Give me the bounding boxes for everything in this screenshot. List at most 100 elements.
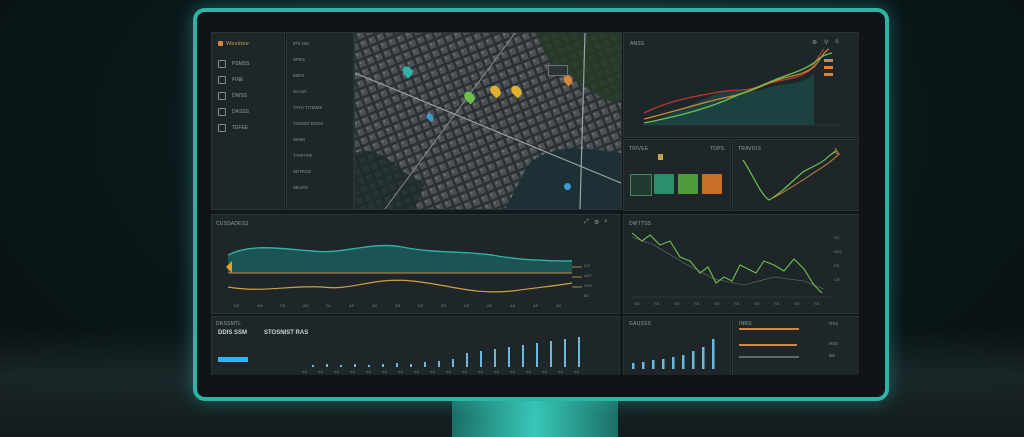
bar — [340, 365, 342, 367]
sidebar-item-1[interactable]: FINE — [218, 76, 243, 84]
bar — [564, 339, 566, 367]
sidebar-item-label: TEFEE — [232, 125, 249, 131]
list-item[interactable]: SPES — [293, 57, 306, 62]
menu-icon[interactable]: ≡ — [835, 39, 839, 45]
jagged-line-chart — [631, 232, 832, 298]
x-tick-label: SS — [814, 301, 820, 306]
filter-icon[interactable]: ⚲ — [824, 40, 829, 46]
y-tick-label: 2/S — [584, 263, 591, 268]
zoom-icon[interactable]: ⊕ — [812, 40, 818, 46]
list-item[interactable]: IPS NIS — [293, 41, 310, 46]
map-label-box — [548, 65, 568, 76]
bar — [312, 365, 314, 367]
right-chart-title: DWTTSS — [629, 221, 652, 227]
mini-line-title: TRAVIOS — [738, 146, 761, 152]
bar — [480, 351, 482, 367]
list-item[interactable]: SAAIN — [293, 89, 307, 94]
x-tick-label: AS — [382, 369, 388, 374]
list-item[interactable]: TTAFAFE — [293, 153, 313, 158]
bar — [662, 359, 665, 369]
gear-icon — [218, 108, 226, 116]
kpi-tile[interactable] — [654, 174, 674, 194]
bottom-right-panel: INRS RSS RSS BS — [732, 316, 859, 375]
sidebar-item-0[interactable]: PSMSS — [218, 60, 250, 68]
y-tick-label: CR — [834, 277, 840, 282]
kpi-tile[interactable] — [702, 174, 722, 194]
list-item[interactable]: SEAPS — [293, 185, 309, 190]
y-tick-label: SS — [834, 263, 840, 268]
truck-icon — [218, 76, 226, 84]
x-tick-label: AS — [395, 303, 401, 308]
headline-b: STOSNIST RAS — [264, 330, 309, 336]
x-tick-label: AS — [366, 369, 372, 374]
sidebar-item-label: PSMSS — [232, 61, 250, 67]
sidebar-item-3[interactable]: DASSS — [218, 108, 249, 116]
y-tick-label: ASS — [834, 249, 843, 254]
x-tick-label: SS — [674, 301, 680, 306]
x-tick-label: AS — [398, 369, 404, 374]
bar-chart — [312, 337, 580, 367]
list-panel: IPS NIS SPES MIRS SAAIN TATS TITMMS TOWER ERS… — [286, 32, 354, 210]
x-tick-label: AS — [487, 303, 493, 308]
list-item[interactable]: TOWER ERSS — [293, 121, 324, 126]
x-tick-label: AS — [510, 303, 516, 308]
value-label: RSS — [829, 341, 839, 346]
settings-icon[interactable]: ⚙ — [594, 220, 600, 226]
y-tick-label: ADF — [584, 273, 592, 278]
dashboard-icon — [218, 60, 226, 68]
kpi-right-label: TOPS — [710, 146, 725, 152]
x-tick-label: SS — [734, 301, 740, 306]
kpi-tile[interactable] — [678, 174, 698, 194]
x-tick-label: SO — [634, 301, 640, 306]
bar — [536, 343, 538, 367]
x-tick-label: AS — [318, 369, 324, 374]
city-map[interactable] — [354, 32, 622, 210]
logo-icon — [218, 41, 223, 46]
kpi-tile[interactable] — [630, 174, 652, 196]
bar — [494, 349, 496, 367]
action-button[interactable] — [218, 357, 248, 362]
top-right-chart: ANSS ⊕ ⚲ ≡ — [623, 32, 859, 138]
list-item[interactable]: TATS TITMMS — [293, 105, 323, 110]
x-tick-label: AS — [334, 369, 340, 374]
x-tick-label: AS — [464, 303, 470, 308]
x-tick-label: AS — [418, 303, 424, 308]
x-tick-label: AS — [526, 369, 532, 374]
progress-bar — [739, 328, 799, 330]
bar — [382, 364, 384, 367]
warning-icon — [658, 154, 663, 160]
x-tick-label: AS — [542, 369, 548, 374]
map-pin-icon[interactable] — [564, 183, 571, 190]
x-tick-label: AN — [303, 303, 309, 308]
bar — [712, 339, 715, 369]
bottom-bar-panel: DRSSMTL DDIS SSM STOSNIST RAS AS AS AS AS AS… — [211, 316, 620, 375]
box-icon — [218, 92, 226, 100]
headline-a: DDIS SSM — [218, 330, 248, 336]
bar — [652, 360, 655, 369]
kpi-title: TRIVEE — [629, 146, 649, 152]
sidebar-item-2[interactable]: DWSS — [218, 92, 247, 100]
list-item[interactable]: SETRSS — [293, 169, 312, 174]
x-tick-label: AS — [446, 369, 452, 374]
list-item[interactable]: SIMM — [293, 137, 305, 142]
bottom-left-title: DRSSMTL — [216, 321, 242, 327]
bar — [692, 351, 695, 369]
close-icon[interactable]: × — [604, 219, 608, 225]
bar — [508, 347, 510, 367]
sidebar-item-4[interactable]: TEFEE — [218, 124, 248, 132]
list-item[interactable]: MIRS — [293, 73, 305, 78]
bar — [550, 341, 552, 367]
bar — [438, 361, 440, 367]
x-tick-label: SS — [694, 301, 700, 306]
x-tick-label: SS — [754, 301, 760, 306]
map-canvas — [355, 33, 621, 209]
bottom-right-title: INRS — [739, 321, 752, 327]
x-tick-label: AS — [414, 369, 420, 374]
bar — [424, 362, 426, 367]
x-tick-label: AS — [494, 369, 500, 374]
chart-title: ANSS — [630, 41, 645, 47]
expand-icon[interactable]: ⤢ — [584, 219, 589, 225]
x-tick-label: AS — [234, 303, 240, 308]
bar — [632, 363, 635, 369]
x-tick-label: AS — [462, 369, 468, 374]
